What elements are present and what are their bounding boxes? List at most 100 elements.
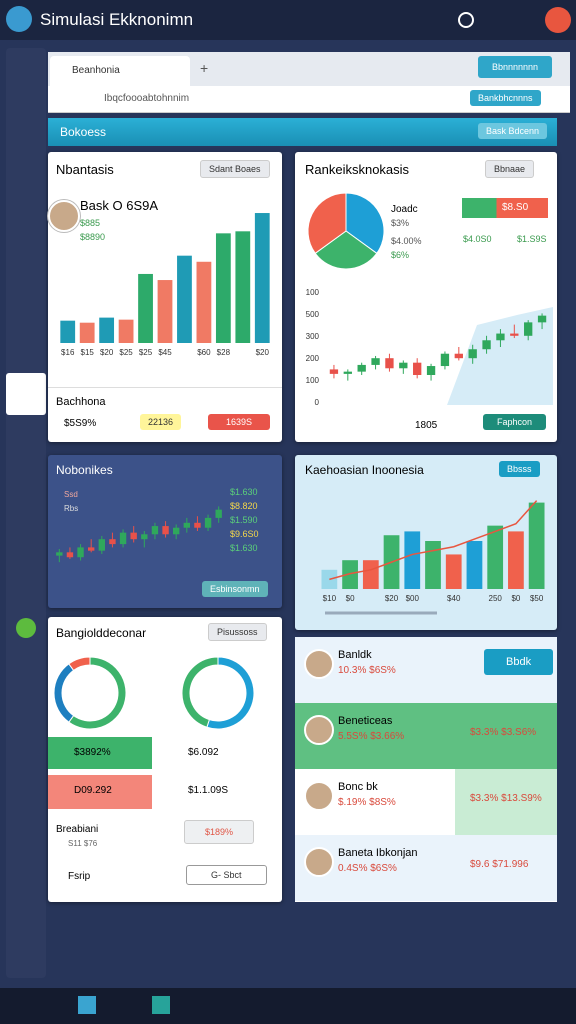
action-button[interactable]: Esbinsonmn	[202, 581, 268, 597]
avatar	[304, 649, 334, 679]
user-stats: $.19% $8S%	[338, 797, 396, 808]
candle-body	[426, 366, 436, 375]
list-row	[295, 835, 557, 901]
tab-title: Beanhonia	[72, 65, 120, 76]
x-tick-label: $0	[346, 594, 355, 603]
user-stats: 10.3% $6S%	[338, 665, 396, 676]
price-label: $8.820	[230, 501, 258, 511]
candle-body	[173, 527, 180, 535]
chart: $16 $15 $20 $25 $25 $45 $60 $28 $20	[60, 213, 270, 357]
profile-icon[interactable]	[545, 7, 571, 33]
candle-body	[524, 322, 533, 336]
divider	[48, 387, 282, 388]
donut-slice	[206, 656, 255, 730]
user-name: Bonc bk	[338, 781, 378, 793]
chart: $10 $0 $20 $00 $40 250 $0 $50	[321, 500, 545, 615]
address[interactable]: Ibqcfoooabtohnnim	[104, 93, 190, 104]
price-label: $1.630	[230, 487, 258, 497]
x-tick-label: $25	[119, 348, 133, 357]
y-tick-label: 0	[315, 398, 320, 407]
bar	[235, 231, 251, 343]
candle-body	[440, 353, 450, 367]
tab[interactable]: Beanhonia	[50, 56, 190, 86]
panel-button[interactable]: Sdant Boaes	[200, 160, 270, 178]
new-tab[interactable]: +	[200, 60, 209, 76]
candle-body	[343, 371, 352, 374]
taskbar-icon[interactable]	[78, 996, 96, 1014]
row-value: $6.092	[188, 747, 219, 758]
y-tick-label: 300	[306, 332, 320, 341]
footer-label: Bachhona	[56, 396, 106, 408]
y-tick-label: 200	[306, 354, 320, 363]
panel-button[interactable]: Pisussoss	[208, 623, 267, 641]
candle-body	[130, 532, 137, 540]
avatar	[304, 781, 334, 811]
bar	[254, 213, 270, 343]
chart	[56, 506, 222, 563]
stat: $1.S9S	[517, 234, 547, 244]
panel-title: Nbantasis	[56, 162, 114, 177]
action-button[interactable]: 1639S	[208, 414, 271, 430]
app-logo[interactable]	[6, 6, 32, 32]
candle-body	[413, 362, 422, 375]
avatar	[304, 847, 334, 877]
bar	[487, 525, 504, 589]
settings-icon[interactable]	[458, 12, 474, 28]
x-tick-label: $25	[139, 348, 153, 357]
taskbar-icon[interactable]	[152, 996, 170, 1014]
x-tick-label: $60	[197, 348, 211, 357]
user-value: $3.3% $13.S9%	[470, 793, 542, 804]
user-name: Banldk	[338, 649, 372, 661]
progress-label: $8.S0	[502, 202, 529, 213]
stat: $4.0S0	[463, 234, 492, 244]
action-button[interactable]: Bbdk	[484, 649, 554, 675]
panel-button[interactable]: Bbsss	[499, 461, 540, 477]
input-field[interactable]: G- Sbct	[186, 865, 267, 885]
bar	[425, 541, 441, 589]
row-label: Breabiani	[56, 824, 99, 835]
user-name: Bask O 6S9A	[80, 198, 159, 213]
candle-body	[119, 532, 127, 545]
x-tick-label: $20	[100, 348, 114, 357]
x-tick-label: $50	[530, 594, 544, 603]
user-stats: 5.5S% $3.66%	[338, 731, 405, 742]
section-title: Bokoess	[60, 125, 107, 139]
panel-button[interactable]: Bbnaae	[485, 160, 535, 178]
panel-title: Kaehoasian Inoonesia	[305, 463, 424, 477]
user-name: Beneticeas	[338, 715, 393, 727]
row-highlight	[455, 769, 557, 835]
candle-body	[141, 534, 148, 540]
bar	[196, 261, 212, 343]
address-button[interactable]: Bankbhcnnns	[470, 90, 541, 106]
row-label: Fsrip	[68, 871, 91, 882]
avatar	[48, 200, 80, 232]
bar	[60, 320, 76, 343]
sidebar-icon[interactable]	[16, 618, 36, 638]
section-header: Bokoess Bask Bdcenn	[48, 118, 557, 146]
sidebar	[6, 48, 46, 978]
profile-button[interactable]: Bbnnnnnnn	[478, 56, 553, 78]
progress-bar: $8.S0	[462, 198, 548, 218]
candle-body	[385, 358, 394, 369]
bar	[362, 560, 379, 589]
panel-title: Nobonikes	[56, 463, 113, 477]
row-value: D09.292	[74, 785, 112, 796]
x-tick-label: 250	[489, 594, 503, 603]
action-button[interactable]: Faphcon	[483, 414, 547, 430]
candle-body	[215, 509, 222, 518]
sidebar-active[interactable]	[6, 373, 46, 415]
candle-body	[496, 333, 505, 341]
chart	[53, 656, 127, 730]
avatar	[304, 715, 334, 745]
x-tick-label: $15	[81, 348, 95, 357]
candle-body	[109, 539, 116, 545]
section-button[interactable]: Bask Bdcenn	[478, 123, 548, 139]
user-name: Baneta Ibkonjan	[338, 847, 418, 859]
candle-body	[204, 517, 212, 528]
x-tick-label: $0	[511, 594, 520, 603]
candle-body	[77, 547, 84, 558]
chart: 100 500 300 200 100 0	[306, 288, 553, 407]
bar	[138, 273, 153, 343]
candle-body	[88, 547, 95, 551]
